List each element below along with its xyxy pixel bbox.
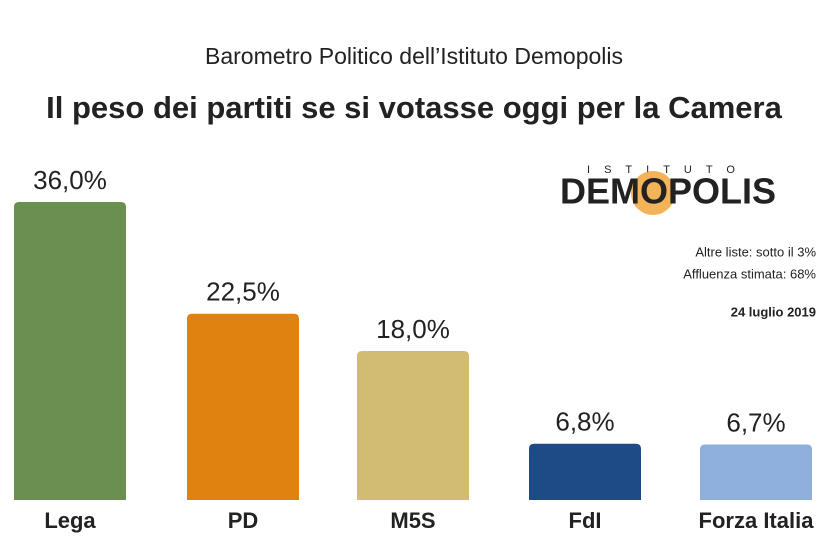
- category-label: M5S: [390, 508, 435, 533]
- bar: [529, 443, 641, 500]
- value-label: 18,0%: [376, 314, 450, 344]
- note: Altre liste: sotto il 3%: [695, 244, 816, 259]
- logo-top: ISTITUTO: [587, 164, 749, 176]
- value-label: 6,7%: [726, 407, 785, 437]
- chart-title: Il peso dei partiti se si votasse oggi p…: [46, 90, 782, 125]
- note: Affluenza stimata: 68%: [683, 266, 816, 281]
- date: 24 luglio 2019: [731, 304, 816, 319]
- value-label: 22,5%: [206, 277, 280, 307]
- bar: [700, 444, 812, 500]
- bar: [14, 202, 126, 500]
- category-label: Lega: [44, 508, 96, 533]
- value-label: 6,8%: [555, 407, 614, 437]
- logo-name: DEMOPOLIS: [560, 171, 776, 212]
- category-label: Forza Italia: [699, 508, 815, 533]
- category-label: PD: [228, 508, 259, 533]
- bar: [187, 313, 299, 500]
- bar: [357, 351, 469, 500]
- chart-subtitle: Barometro Politico dell’Istituto Demopol…: [205, 43, 623, 69]
- category-label: FdI: [569, 508, 602, 533]
- logo-sun: [631, 171, 675, 215]
- value-label: 36,0%: [33, 165, 107, 195]
